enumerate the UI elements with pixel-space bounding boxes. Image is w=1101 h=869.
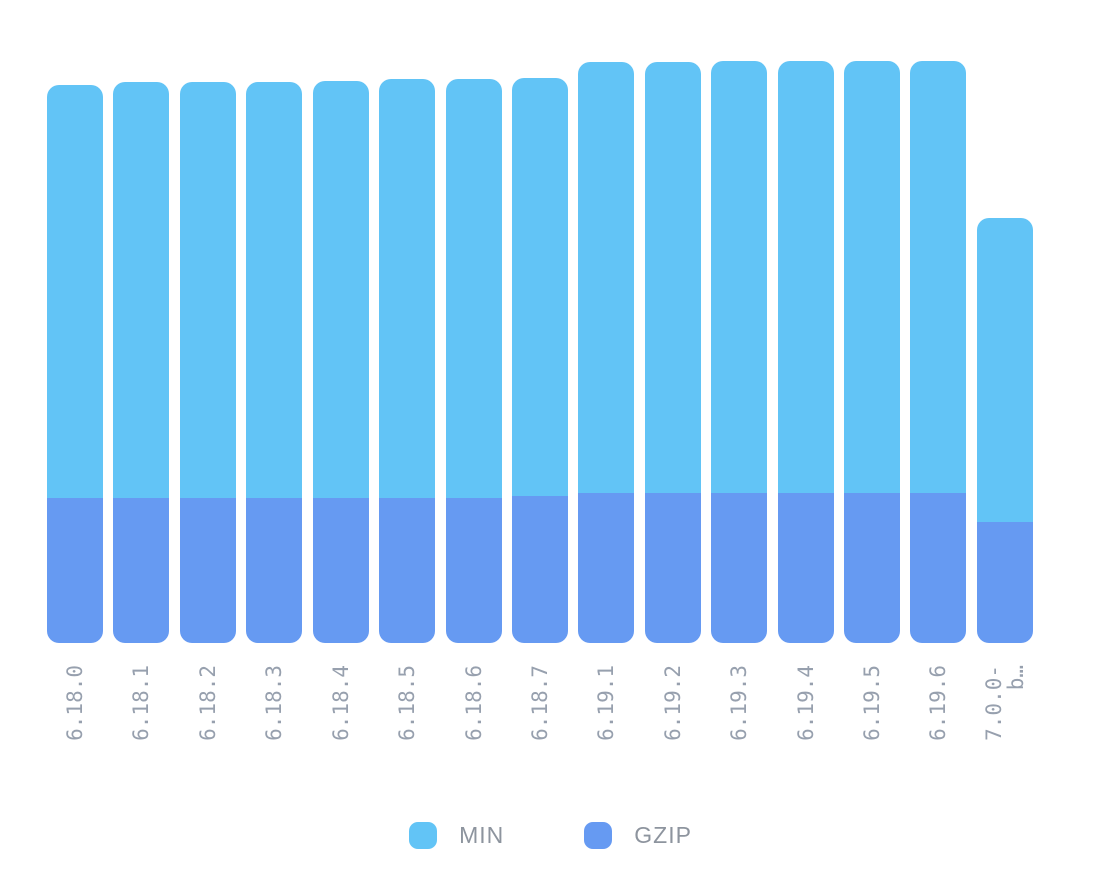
- stacked-bar-6.18.4[interactable]: [312, 81, 369, 643]
- x-axis-label: 6.18.0: [63, 665, 87, 741]
- min-legend-swatch-icon: [409, 821, 438, 849]
- min-segment: [312, 81, 369, 498]
- x-axis-label: 7.0.0- b…: [981, 665, 1028, 741]
- stacked-bar-6.19.5[interactable]: [844, 61, 901, 643]
- gzip-segment: [179, 498, 236, 643]
- x-axis-tick: 6.18.0: [47, 665, 103, 815]
- stacked-bar-6.18.7[interactable]: [511, 78, 568, 643]
- min-segment: [113, 82, 170, 498]
- min-segment: [976, 218, 1033, 522]
- x-axis-tick: 6.18.5: [379, 665, 435, 815]
- x-axis-tick: 6.18.3: [246, 665, 302, 815]
- gzip-segment: [777, 493, 834, 643]
- stacked-bar-6.19.2[interactable]: [644, 62, 701, 643]
- stacked-bar-6.19.3[interactable]: [711, 61, 768, 643]
- x-axis-tick: 6.19.5: [844, 665, 900, 815]
- chart-legend: MIN GZIP: [0, 820, 1101, 850]
- x-axis-label: 6.18.1: [129, 665, 154, 741]
- gzip-segment: [47, 498, 103, 643]
- gzip-segment: [644, 493, 701, 643]
- stacked-bar-6.19.6[interactable]: [910, 61, 967, 643]
- x-axis-label: 6.19.6: [926, 665, 951, 741]
- gzip-segment: [844, 493, 901, 643]
- min-segment: [578, 62, 635, 493]
- min-segment: [844, 61, 901, 493]
- x-axis-tick: 6.19.1: [578, 665, 634, 815]
- gzip-segment: [113, 498, 170, 643]
- min-segment: [246, 82, 303, 498]
- legend-item-gzip[interactable]: GZIP: [584, 821, 692, 849]
- stacked-bar-6.18.2[interactable]: [179, 82, 236, 643]
- gzip-segment: [445, 498, 502, 643]
- gzip-segment: [379, 498, 436, 643]
- x-axis-label: 6.19.5: [860, 665, 885, 741]
- min-segment: [777, 61, 834, 493]
- x-axis-tick: 6.18.1: [113, 665, 169, 815]
- x-axis-tick: 6.18.7: [512, 665, 568, 815]
- stacked-bar-6.18.3[interactable]: [246, 82, 303, 643]
- x-axis-label: 6.18.3: [262, 665, 287, 741]
- legend-item-min[interactable]: MIN: [409, 821, 505, 849]
- x-axis-tick: 6.18.4: [313, 665, 369, 815]
- min-segment: [379, 79, 436, 498]
- x-axis-label: 6.18.4: [328, 665, 353, 741]
- x-axis-label: 6.19.4: [793, 665, 818, 741]
- x-axis-tick: 6.19.6: [910, 665, 966, 815]
- x-axis-tick: 6.18.2: [180, 665, 236, 815]
- min-segment: [644, 62, 701, 493]
- gzip-segment: [246, 498, 303, 643]
- gzip-segment: [711, 493, 768, 643]
- min-segment: [179, 82, 236, 498]
- min-segment: [910, 61, 967, 493]
- chart-bars-area: [47, 0, 1033, 643]
- stacked-bar-6.19.1[interactable]: [578, 62, 635, 643]
- min-segment: [47, 85, 103, 498]
- stacked-bar-6.18.0[interactable]: [47, 85, 103, 643]
- stacked-bar-6.18.1[interactable]: [113, 82, 170, 643]
- x-axis-tick: 6.19.2: [645, 665, 701, 815]
- stacked-bar-6.18.6[interactable]: [445, 79, 502, 643]
- stacked-bar-7.0.0-[interactable]: [976, 218, 1033, 643]
- min-segment: [511, 78, 568, 496]
- x-axis-tick: 7.0.0- b…: [977, 665, 1033, 815]
- gzip-segment: [976, 522, 1033, 643]
- min-segment: [445, 79, 502, 498]
- gzip-segment: [511, 496, 568, 643]
- min-segment: [711, 61, 768, 493]
- gzip-legend-swatch-icon: [584, 821, 613, 849]
- x-axis-label: 6.19.1: [594, 665, 619, 741]
- x-axis-tick: 6.19.4: [778, 665, 834, 815]
- gzip-segment: [312, 498, 369, 643]
- x-axis-label: 6.18.7: [527, 665, 552, 741]
- min-legend-label: MIN: [459, 821, 505, 848]
- x-axis-label: 6.19.3: [727, 665, 752, 741]
- x-axis-labels: 6.18.0 6.18.1 6.18.2 6.18.3 6.18.4 6.18.5 6.18…: [47, 665, 1033, 815]
- x-axis-tick: 6.19.3: [711, 665, 767, 815]
- x-axis-label: 6.18.5: [395, 665, 420, 741]
- gzip-segment: [910, 493, 967, 643]
- x-axis-label: 6.19.2: [660, 665, 685, 741]
- gzip-segment: [578, 493, 635, 643]
- x-axis-label: 6.18.2: [195, 665, 220, 741]
- x-axis-label: 6.18.6: [461, 665, 486, 741]
- x-axis-tick: 6.18.6: [446, 665, 502, 815]
- stacked-bar-6.19.4[interactable]: [777, 61, 834, 643]
- gzip-legend-label: GZIP: [634, 821, 692, 848]
- stacked-bar-6.18.5[interactable]: [379, 79, 436, 643]
